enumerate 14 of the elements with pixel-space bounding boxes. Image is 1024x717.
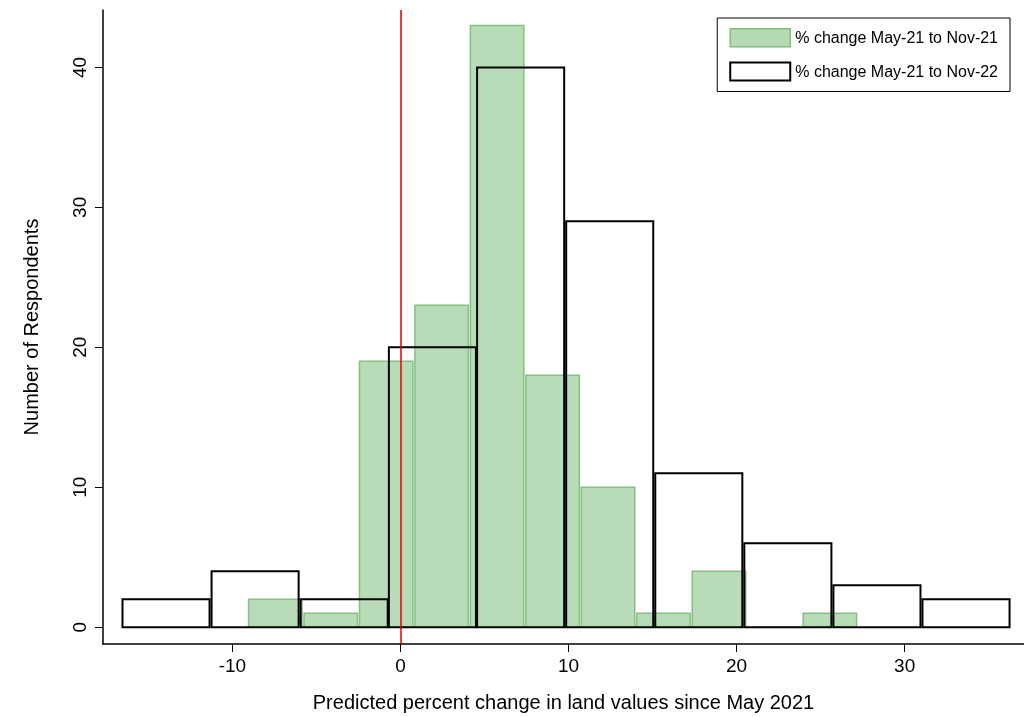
- x-tick-label: 20: [726, 655, 748, 676]
- y-tick-label: 40: [69, 56, 90, 78]
- legend-label: % change May-21 to Nov-21: [795, 29, 999, 47]
- y-tick-label: 0: [69, 621, 90, 633]
- y-tick-label: 10: [69, 476, 90, 498]
- y-axis-title: Number of Respondents: [20, 218, 42, 436]
- x-tick-label: 10: [557, 655, 580, 676]
- x-tick-label: 0: [395, 655, 406, 676]
- x-tick-label: 30: [894, 655, 916, 676]
- legend-label: % change May-21 to Nov-22: [795, 63, 999, 80]
- y-tick-label: 30: [69, 196, 90, 218]
- x-tick-label: -10: [218, 655, 247, 676]
- x-axis-title: Predicted percent change in land values since May 2021: [312, 691, 815, 713]
- y-tick-label: 20: [69, 336, 90, 358]
